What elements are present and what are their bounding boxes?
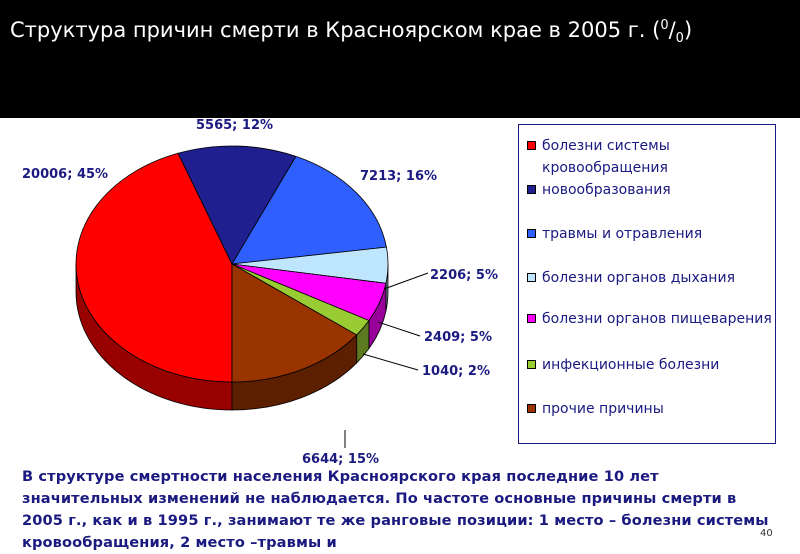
legend-swatch-5 (527, 360, 536, 369)
legend-label-1: новообразования (542, 182, 671, 198)
legend-label-0: болезни системы кровообращения (542, 138, 670, 176)
legend-swatch-6 (527, 404, 536, 413)
pie-slice-6 (231, 263, 358, 383)
title-close-text: ) (683, 18, 693, 42)
data-label-4: 2409; 5% (424, 330, 492, 345)
leader-line-4 (377, 321, 421, 337)
chart-legend: болезни системы кровообращения новообразо… (518, 124, 776, 444)
page-title: Структура причин смерти в Красноярском к… (10, 18, 692, 46)
legend-swatch-1 (527, 185, 536, 194)
legend-label-6: прочие причины (542, 401, 664, 417)
legend-label-2: травмы и отравления (542, 226, 703, 242)
legend-label-5: инфекционные болезни (542, 357, 720, 373)
legend-swatch-2 (527, 229, 536, 238)
pie-slices (75, 145, 389, 383)
data-label-2: 7213; 16% (360, 169, 437, 184)
title-slash-text: / (668, 18, 676, 42)
pie-chart: 20006; 45% 5565; 12% 7213; 16% 2206; 5% 2409… (22, 118, 498, 467)
legend-label-3: болезни органов дыхания (542, 270, 735, 286)
description-text: В структуре смертности населения Красноя… (22, 468, 769, 551)
pie-slice-0 (75, 152, 233, 383)
title-main-text: Структура причин смерти в Красноярском к… (10, 18, 661, 42)
title-sub-text: 0 (675, 31, 684, 47)
title-bar: Структура причин смерти в Красноярском к… (0, 0, 800, 118)
leader-line-5 (362, 353, 419, 371)
leader-line-3 (383, 272, 429, 290)
data-label-1: 5565; 12% (196, 118, 273, 133)
data-label-6: 6644; 15% (302, 452, 379, 467)
legend-swatch-0 (527, 141, 536, 150)
page-number: 40 (760, 528, 773, 539)
pie-slice-1 (177, 145, 297, 265)
legend-swatch-4 (527, 314, 536, 323)
pie-data-labels: 20006; 45% 5565; 12% 7213; 16% 2206; 5% 2409… (22, 118, 498, 467)
legend-label-4: болезни органов пищеварения (542, 311, 772, 327)
data-label-5: 1040; 2% (422, 364, 490, 379)
pie-slice-2 (231, 155, 387, 265)
data-label-0: 20006; 45% (22, 167, 108, 182)
data-label-3: 2206; 5% (430, 268, 498, 283)
title-sup-text: 0 (660, 18, 669, 33)
legend-swatch-3 (527, 273, 536, 282)
